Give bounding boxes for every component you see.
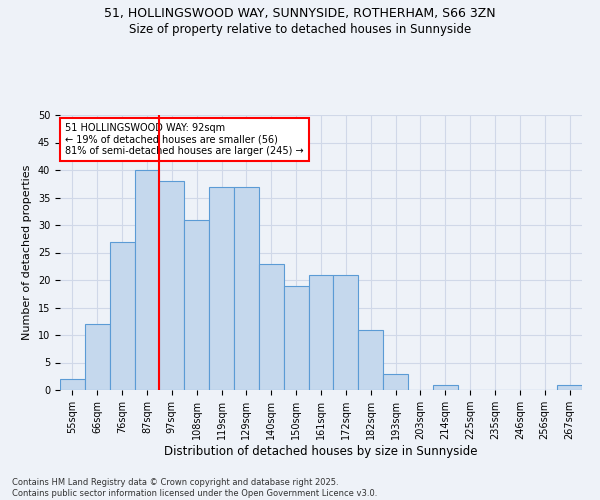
Y-axis label: Number of detached properties: Number of detached properties: [22, 165, 32, 340]
Bar: [85, 324, 110, 390]
Bar: [259, 264, 284, 390]
Bar: [308, 274, 334, 390]
Bar: [358, 330, 383, 390]
Bar: [184, 220, 209, 390]
Bar: [134, 170, 160, 390]
Bar: [60, 379, 85, 390]
Text: 51, HOLLINGSWOOD WAY, SUNNYSIDE, ROTHERHAM, S66 3ZN: 51, HOLLINGSWOOD WAY, SUNNYSIDE, ROTHERH…: [104, 8, 496, 20]
Bar: [284, 286, 308, 390]
Bar: [234, 186, 259, 390]
Bar: [209, 186, 234, 390]
Text: 51 HOLLINGSWOOD WAY: 92sqm
← 19% of detached houses are smaller (56)
81% of semi: 51 HOLLINGSWOOD WAY: 92sqm ← 19% of deta…: [65, 123, 304, 156]
Bar: [110, 242, 134, 390]
Bar: [334, 274, 358, 390]
Bar: [383, 374, 408, 390]
Bar: [160, 181, 184, 390]
Bar: [433, 384, 458, 390]
Bar: [557, 384, 582, 390]
X-axis label: Distribution of detached houses by size in Sunnyside: Distribution of detached houses by size …: [164, 445, 478, 458]
Text: Size of property relative to detached houses in Sunnyside: Size of property relative to detached ho…: [129, 22, 471, 36]
Text: Contains HM Land Registry data © Crown copyright and database right 2025.
Contai: Contains HM Land Registry data © Crown c…: [12, 478, 377, 498]
